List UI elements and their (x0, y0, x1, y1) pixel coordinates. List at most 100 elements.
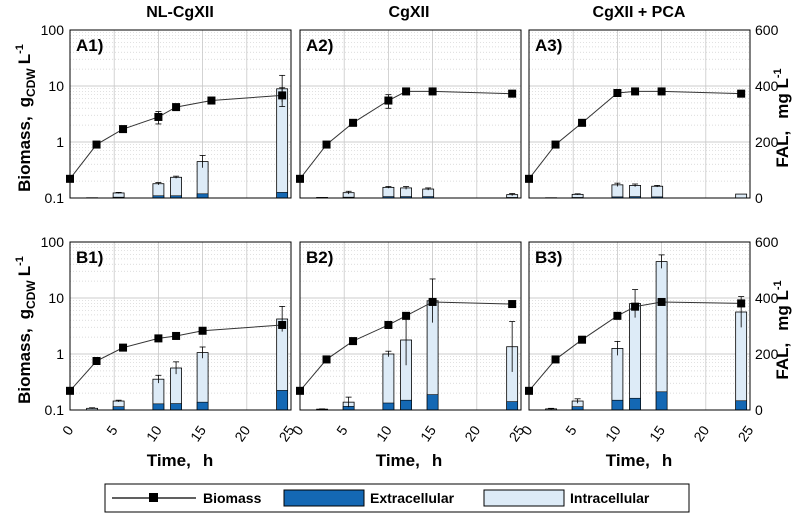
x-tick-label: 10 (143, 422, 165, 444)
y-left-unit-sub: CDW (24, 280, 38, 309)
panel-label: B2) (306, 248, 333, 267)
y-right-tick-label: 200 (755, 134, 779, 150)
x-tick-label: 15 (187, 422, 209, 444)
biomass-marker (657, 87, 666, 96)
extracellular-bar (655, 391, 668, 411)
panel-a1: A1) 0.1 1 10 100 (41, 22, 292, 206)
legend-intracellular-swatch (483, 489, 565, 507)
plot-frame (299, 29, 522, 199)
plot-frame (528, 29, 751, 199)
legend-intracellular-label: Intracellular (570, 490, 650, 506)
biomass-marker (172, 331, 181, 340)
biomass-marker (613, 311, 622, 320)
biomass-marker (198, 326, 207, 335)
x-tick-label: 20 (461, 422, 483, 444)
biomass-marker (657, 297, 666, 306)
biomass-line (528, 90, 742, 180)
legend-box (104, 483, 690, 513)
y-left-unit-tail: L (15, 54, 34, 64)
biomass-marker (119, 125, 128, 134)
x-label-unit: h (662, 451, 672, 470)
y-left-unit-sub: CDW (24, 68, 38, 97)
biomass-marker (428, 297, 437, 306)
extracellular-bar (196, 193, 209, 199)
y-left-tick-label: 0.1 (45, 190, 65, 206)
y-left-tick-label: 1 (56, 346, 64, 362)
extracellular-bar (276, 390, 288, 411)
biomass-marker (322, 140, 331, 149)
x-label-unit: h (432, 451, 442, 470)
y-right-tick-label: 400 (755, 78, 779, 94)
y-left-unit-sup: -1 (14, 44, 26, 54)
y-left-tick-label: 0.1 (45, 402, 65, 418)
plot-frame (69, 29, 292, 199)
y-right-tick-label: 0 (755, 402, 763, 418)
biomass-marker (508, 89, 517, 98)
y-left-tick-label: 100 (41, 22, 65, 38)
biomass-marker (154, 112, 163, 121)
x-label-col3: Time, h (606, 451, 672, 470)
legend: Biomass Extracellular Intracellular (104, 483, 690, 513)
column-title-cgxii: CgXII (389, 4, 430, 21)
y-left-label-bottom: Biomass, gCDW L-1 (14, 256, 38, 404)
y-right-tick-label: 600 (755, 234, 779, 250)
panel-label: A3) (535, 36, 562, 55)
biomass-marker (402, 87, 411, 96)
extracellular-bar (170, 403, 182, 411)
intracellular-bar (629, 303, 641, 411)
x-tick-label: 15 (646, 422, 668, 444)
x-tick-label: 0 (59, 422, 77, 438)
biomass-marker (737, 89, 746, 98)
y-left-unit-sup: -1 (14, 256, 26, 266)
biomass-marker (613, 88, 622, 97)
x-label-text: Time, (376, 451, 420, 470)
intracellular-bar (382, 353, 395, 411)
biomass-marker (349, 118, 358, 127)
y-right-tick-label: 0 (755, 190, 763, 206)
x-tick-label: 5 (333, 422, 351, 438)
y-right-label-text: FAL, (773, 343, 792, 380)
y-right-unit: mg L (773, 78, 792, 119)
intracellular-bar (629, 184, 641, 199)
intracellular-bar (196, 352, 209, 411)
legend-biomass-label: Biomass (203, 490, 262, 506)
x-label-col1: Time, h (147, 451, 213, 470)
svg-text:FAL,mg L-1: FAL, mg L-1 (772, 68, 792, 167)
biomass-marker (92, 356, 101, 365)
intracellular-bar (170, 176, 182, 199)
plot-frame (528, 241, 751, 411)
legend-extracellular-swatch (283, 489, 365, 507)
biomass-marker (578, 118, 587, 127)
panel-label: B3) (535, 248, 562, 267)
svg-text:FAL,mg L-1: FAL, mg L-1 (772, 280, 792, 379)
x-label-unit: h (203, 451, 213, 470)
x-tick-label: 20 (231, 422, 253, 444)
x-tick-label: 20 (690, 422, 712, 444)
biomass-marker (551, 355, 560, 364)
extracellular-bar (152, 403, 165, 411)
plot-frame (69, 241, 292, 411)
y-right-unit: mg L (773, 290, 792, 331)
biomass-marker (631, 302, 640, 311)
extracellular-bar (506, 401, 518, 411)
panel-b2: B2)0 5 10 15 20 25 (289, 241, 528, 444)
y-right-label-top: FAL, mg L-1 (772, 68, 792, 167)
biomass-marker (172, 103, 181, 112)
intracellular-bar (655, 261, 668, 411)
panel-label: B1) (76, 248, 103, 267)
x-label-col2: Time, h (376, 451, 442, 470)
biomass-marker (278, 320, 287, 329)
y-right-unit-sup: -1 (772, 68, 784, 78)
svg-text:Biomass,gCDWL-1: Biomass, gCDW L-1 (14, 256, 38, 404)
extracellular-bar (382, 402, 395, 411)
x-tick-label: 10 (373, 422, 395, 444)
intracellular-bar (651, 185, 664, 199)
y-right-tick-label: 600 (755, 22, 779, 38)
y-left-tick-label: 10 (48, 290, 64, 306)
y-left-label-text: Biomass, (15, 116, 34, 192)
biomass-marker (631, 87, 640, 96)
plot-frame (299, 241, 522, 411)
biomass-line (299, 90, 513, 180)
legend-biomass-marker (149, 493, 158, 502)
extracellular-bar (400, 399, 412, 411)
